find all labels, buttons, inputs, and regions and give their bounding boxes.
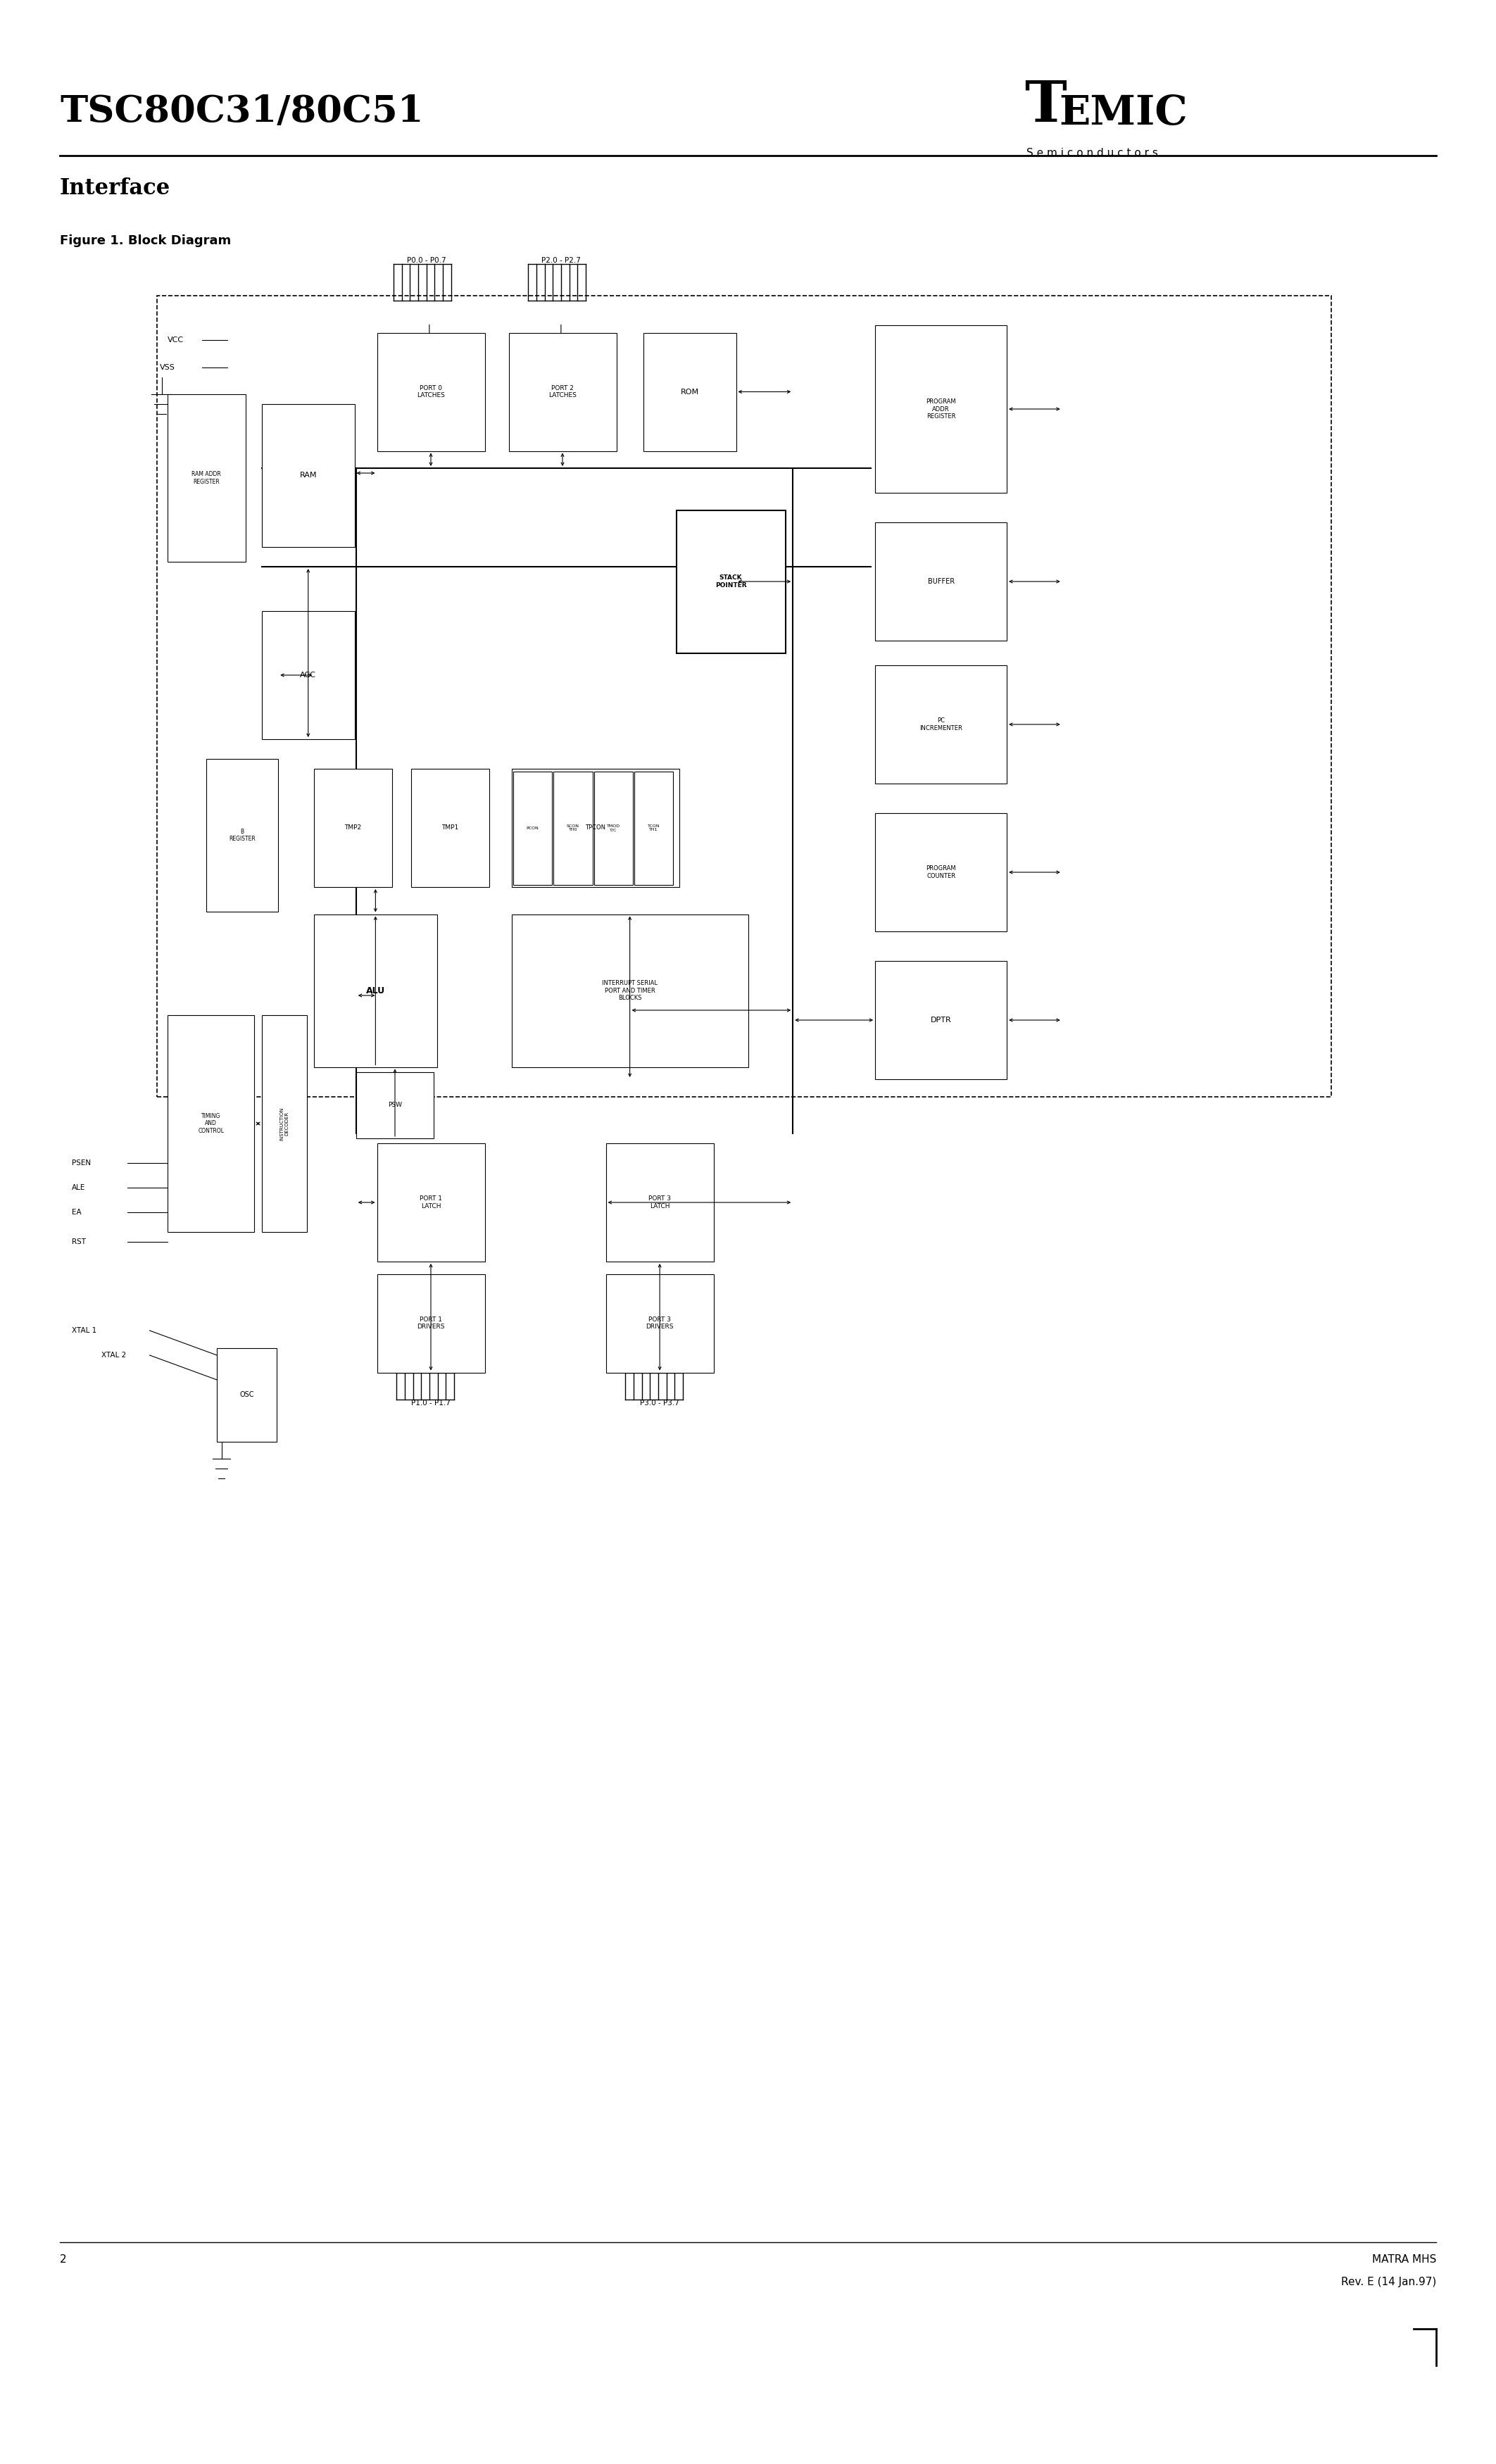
Bar [377,333,485,451]
Text: TSC80C31/80C51: TSC80C31/80C51 [60,94,423,131]
Text: TMP1: TMP1 [441,825,459,830]
Bar [168,1015,254,1232]
Bar [634,771,673,885]
Text: PORT 1
DRIVERS: PORT 1 DRIVERS [417,1316,444,1331]
Text: TMP2: TMP2 [344,825,362,830]
Text: SCON
TH0: SCON TH0 [567,823,579,833]
Text: Figure 1. Block Diagram: Figure 1. Block Diagram [60,234,230,246]
Bar [377,1143,485,1262]
Text: MATRA MHS: MATRA MHS [1372,2255,1436,2264]
Bar [377,1274,485,1372]
Text: Rev. E (14 Jan.97): Rev. E (14 Jan.97) [1340,2277,1436,2287]
Text: XTAL 1: XTAL 1 [72,1328,97,1333]
Text: PSEN: PSEN [72,1161,91,1165]
Text: ROM: ROM [681,389,699,394]
Bar [262,404,355,547]
Text: PCON: PCON [527,825,539,830]
Bar [157,296,1331,1096]
Text: DPTR: DPTR [931,1018,951,1023]
Text: P0.0 - P0.7: P0.0 - P0.7 [407,256,446,264]
Bar [217,1348,277,1441]
Text: EA: EA [72,1210,81,1215]
Text: 2: 2 [60,2255,67,2264]
Text: BUFFER: BUFFER [928,579,954,584]
Text: RAM: RAM [299,473,317,478]
Text: PORT 0
LATCHES: PORT 0 LATCHES [417,384,444,399]
Bar [206,759,278,912]
Text: INSTRUCTION
DECODER: INSTRUCTION DECODER [280,1106,289,1141]
Bar [606,1143,714,1262]
Bar [643,333,736,451]
Bar [594,771,633,885]
Bar [875,325,1007,493]
Text: TPCON: TPCON [585,825,606,830]
Text: P3.0 - P3.7: P3.0 - P3.7 [640,1400,679,1407]
Text: PORT 2
LATCHES: PORT 2 LATCHES [549,384,576,399]
Text: TCON
TH1: TCON TH1 [648,823,660,833]
Text: VCC: VCC [168,338,184,342]
Bar [314,769,392,887]
Text: RST: RST [72,1239,85,1244]
Bar [262,611,355,739]
Text: TMOD
T/C: TMOD T/C [607,823,621,833]
Text: TIMING
AND
CONTROL: TIMING AND CONTROL [197,1114,224,1133]
Text: PORT 3
DRIVERS: PORT 3 DRIVERS [646,1316,673,1331]
Text: Interface: Interface [60,177,171,200]
Text: PC
INCREMENTER: PC INCREMENTER [920,717,962,732]
Bar [875,813,1007,931]
Text: VSS: VSS [160,365,175,370]
Text: PROGRAM
COUNTER: PROGRAM COUNTER [926,865,956,880]
Text: S e m i c o n d u c t o r s: S e m i c o n d u c t o r s [1026,148,1158,158]
Bar [509,333,616,451]
Bar [512,914,748,1067]
Bar [356,1072,434,1138]
Bar [554,771,592,885]
Bar [314,914,437,1067]
Bar [676,510,785,653]
Text: ALU: ALU [367,986,384,995]
Bar [262,1015,307,1232]
Text: OSC: OSC [239,1392,254,1397]
Bar [168,394,245,562]
Text: EMIC: EMIC [1059,94,1188,133]
Text: PORT 3
LATCH: PORT 3 LATCH [648,1195,672,1210]
Text: RAM ADDR
REGISTER: RAM ADDR REGISTER [191,471,221,485]
Bar [875,522,1007,641]
Text: ALE: ALE [72,1185,85,1190]
Bar [411,769,489,887]
Text: T: T [1025,79,1067,133]
Text: ACC: ACC [301,673,316,678]
Bar [875,961,1007,1079]
Bar [606,1274,714,1372]
Bar [513,771,552,885]
Text: INTERRUPT SERIAL
PORT AND TIMER
BLOCKS: INTERRUPT SERIAL PORT AND TIMER BLOCKS [601,981,658,1000]
Bar [512,769,679,887]
Text: XTAL 2: XTAL 2 [102,1353,127,1358]
Bar [875,665,1007,784]
Text: P2.0 - P2.7: P2.0 - P2.7 [542,256,580,264]
Text: PSW: PSW [387,1101,402,1109]
Text: STACK
POINTER: STACK POINTER [715,574,747,589]
Text: PORT 1
LATCH: PORT 1 LATCH [419,1195,443,1210]
Text: P1.0 - P1.7: P1.0 - P1.7 [411,1400,450,1407]
Text: B
REGISTER: B REGISTER [229,828,256,843]
Text: PROGRAM
ADDR
REGISTER: PROGRAM ADDR REGISTER [926,399,956,419]
